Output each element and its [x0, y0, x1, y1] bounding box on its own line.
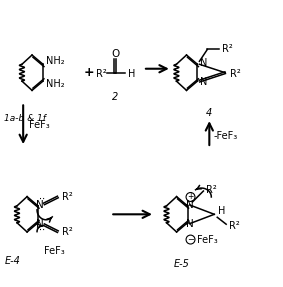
Text: 4: 4 [206, 108, 213, 118]
Text: R²: R² [229, 221, 240, 231]
Text: E-5: E-5 [174, 259, 190, 269]
Text: NH₂: NH₂ [46, 56, 65, 66]
Text: R²: R² [96, 69, 107, 79]
Text: 2: 2 [112, 92, 118, 102]
Text: N: N [36, 219, 44, 229]
Text: FeF₃: FeF₃ [198, 234, 218, 245]
Text: N: N [200, 58, 208, 68]
Text: H: H [128, 69, 136, 79]
Text: R²: R² [222, 44, 233, 55]
Text: −: − [187, 235, 194, 244]
Text: -FeF₃: -FeF₃ [213, 131, 237, 141]
Text: R²: R² [62, 192, 72, 202]
Text: 1a-b & 1f: 1a-b & 1f [4, 114, 46, 123]
Text: N: N [36, 200, 44, 210]
Text: NH₂: NH₂ [46, 79, 65, 89]
Text: H: H [218, 206, 226, 216]
Text: R²: R² [206, 185, 217, 195]
Text: ⋅⋅: ⋅⋅ [39, 225, 45, 235]
Text: O: O [111, 49, 119, 59]
Text: ⋅⋅: ⋅⋅ [39, 194, 45, 204]
Text: +: + [83, 66, 94, 79]
Text: E-4: E-4 [4, 256, 20, 266]
Text: N: N [186, 200, 193, 210]
Text: R²: R² [62, 227, 72, 237]
Text: N: N [186, 219, 193, 229]
Text: N: N [200, 77, 208, 87]
Text: FeF₃: FeF₃ [29, 120, 50, 130]
Text: R²: R² [230, 69, 241, 79]
Text: +: + [187, 193, 194, 201]
Text: FeF₃: FeF₃ [44, 245, 65, 255]
